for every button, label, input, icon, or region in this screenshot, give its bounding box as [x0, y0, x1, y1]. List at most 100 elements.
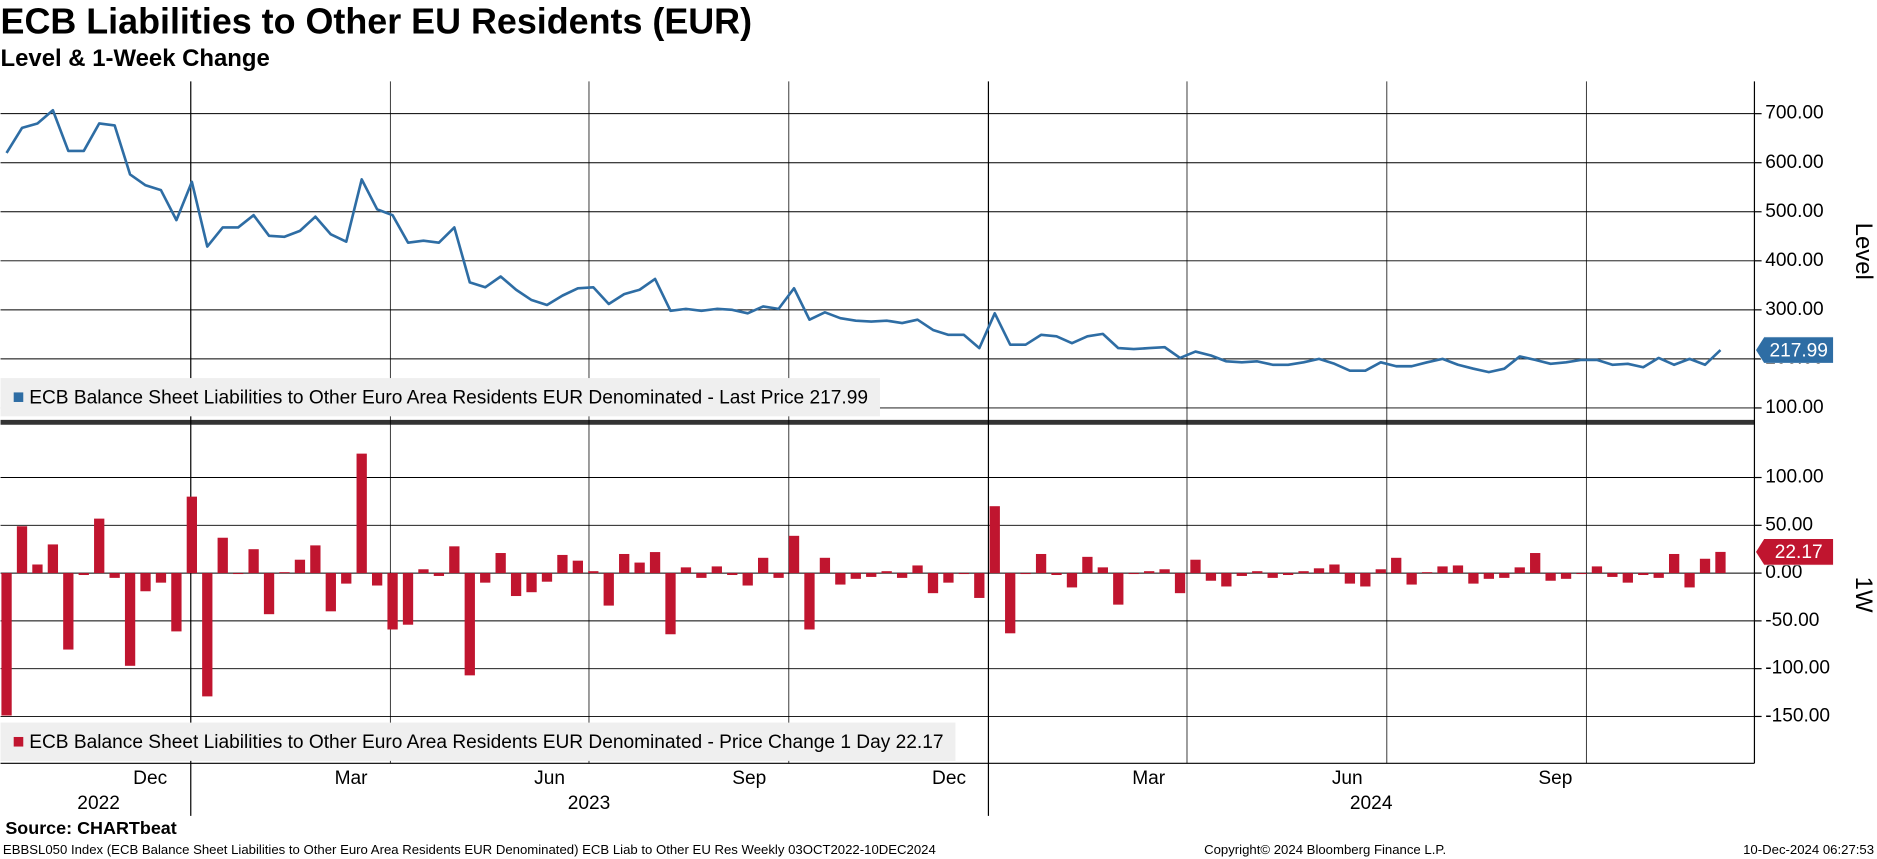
bar: [402, 573, 414, 625]
x-tick-label: Mar: [335, 768, 369, 789]
bar: [1267, 573, 1278, 578]
bar: [1530, 553, 1541, 574]
bar: [680, 567, 692, 574]
y-tick-label: 50.00: [1765, 514, 1813, 535]
chart-title: ECB Liabilities to Other EU Residents (E…: [1, 1, 752, 41]
bar: [866, 573, 877, 577]
bar: [927, 573, 939, 594]
bar: [1560, 573, 1572, 579]
bar: [171, 573, 182, 632]
y-tick-label: -100.00: [1765, 658, 1830, 679]
legend-box: [0, 722, 956, 761]
bar: [186, 496, 197, 574]
x-tick-label: Mar: [1132, 768, 1166, 789]
bar: [1, 573, 12, 716]
bar: [819, 557, 831, 574]
y-tick-label: 100.00: [1765, 467, 1824, 488]
bar: [1452, 565, 1464, 574]
bar: [433, 573, 445, 576]
bar: [1576, 573, 1587, 575]
bar: [310, 545, 321, 574]
bar: [1421, 572, 1433, 574]
bar: [63, 573, 74, 650]
y-tick-label: 0.00: [1765, 562, 1802, 583]
bar: [1329, 564, 1340, 574]
x-tick-label: Dec: [133, 768, 167, 789]
bar: [773, 573, 784, 578]
bar: [1406, 573, 1417, 585]
bar: [1391, 557, 1402, 574]
bar: [788, 535, 800, 574]
bar: [572, 560, 584, 574]
bar: [1607, 573, 1618, 577]
footer-left: EBBSL050 Index (ECB Balance Sheet Liabil…: [3, 842, 936, 857]
bar: [634, 562, 645, 574]
last-value-label: 217.99: [1769, 340, 1828, 361]
chart-subtitle: Level & 1-Week Change: [1, 45, 270, 72]
bar: [1437, 566, 1448, 574]
y-tick-label: 400.00: [1765, 250, 1824, 271]
bar: [1221, 573, 1232, 587]
bar: [541, 573, 553, 582]
bar: [356, 453, 367, 574]
y-tick-label: 600.00: [1765, 152, 1824, 173]
bar: [1159, 569, 1170, 574]
bar: [711, 566, 722, 574]
bar: [1128, 573, 1139, 575]
bar: [1653, 573, 1664, 578]
line: [5, 108, 1722, 374]
x-tick-label: Jun: [1332, 768, 1363, 789]
x-tick-label: Dec: [932, 768, 966, 789]
bar: [294, 559, 306, 574]
bar: [371, 573, 383, 586]
y-axis-title: 1W: [1850, 577, 1877, 613]
y-tick-label: -50.00: [1765, 610, 1819, 631]
y-tick-label: -150.00: [1765, 706, 1830, 727]
bar: [958, 573, 970, 575]
bar: [1591, 566, 1603, 574]
bar: [1699, 558, 1711, 574]
bar: [742, 573, 753, 586]
bar: [526, 573, 537, 593]
bar: [1020, 573, 1031, 575]
bar: [1236, 573, 1247, 576]
legend-label: ECB Balance Sheet Liabilities to Other E…: [29, 732, 943, 753]
bar: [1051, 573, 1062, 576]
footer-right: 10-Dec-2024 06:27:53: [1743, 842, 1874, 857]
bar: [1375, 569, 1386, 574]
bar: [588, 571, 599, 574]
bar: [974, 573, 985, 598]
bar: [418, 569, 429, 574]
legend-label: ECB Balance Sheet Liabilities to Other E…: [29, 387, 868, 408]
bar: [1066, 573, 1078, 588]
bar: [464, 573, 475, 676]
bar: [1113, 573, 1124, 605]
legend-swatch: [13, 736, 24, 747]
bar: [387, 573, 398, 630]
bar: [248, 549, 259, 574]
bar: [94, 518, 105, 574]
bar: [1545, 573, 1556, 581]
bar: [341, 573, 352, 584]
x-tick-label: Sep: [1538, 768, 1572, 789]
bar: [325, 573, 336, 612]
bar: [1514, 567, 1525, 574]
bar: [16, 526, 28, 574]
bar: [109, 573, 120, 578]
bar: [1082, 556, 1093, 574]
bar: [495, 553, 506, 574]
bar: [1468, 573, 1479, 584]
bar: [1205, 573, 1217, 581]
y-tick-label: 300.00: [1765, 299, 1824, 320]
x-tick-label: Jun: [534, 768, 565, 789]
bar: [1313, 568, 1325, 574]
bar: [480, 573, 491, 583]
bar: [850, 573, 861, 579]
bar: [47, 544, 59, 574]
bar: [1252, 571, 1263, 574]
year-label: 2022: [77, 793, 120, 814]
bar: [758, 557, 769, 574]
bar: [1190, 559, 1201, 574]
